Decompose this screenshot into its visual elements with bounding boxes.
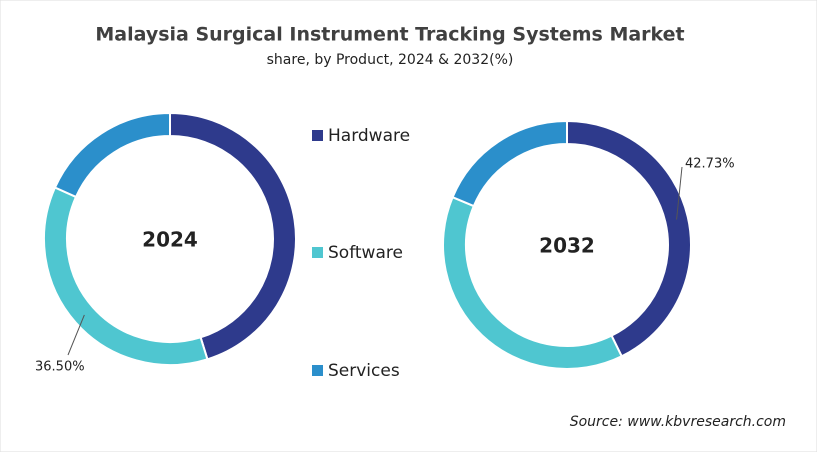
leader-line [67, 314, 85, 356]
chart-title: Malaysia Surgical Instrument Tracking Sy… [95, 24, 684, 46]
donut-segment [53, 111, 171, 199]
legend-swatch [312, 247, 323, 258]
legend-label: Hardware [328, 126, 410, 146]
data-label: 42.73% [685, 157, 735, 172]
chart-subtitle: share, by Product, 2024 & 2032(%) [267, 52, 514, 68]
data-label: 36.50% [35, 360, 85, 375]
source: Source: www.kbvresearch.com [570, 414, 786, 430]
legend-swatch [312, 130, 323, 141]
center-label: 2032 [539, 234, 595, 258]
donut-segment [451, 119, 568, 208]
legend-swatch [312, 365, 323, 376]
leader-line [676, 166, 683, 220]
center-label: 2024 [142, 228, 198, 252]
legend-label: Services [328, 361, 400, 381]
legend-label: Software [328, 243, 403, 263]
